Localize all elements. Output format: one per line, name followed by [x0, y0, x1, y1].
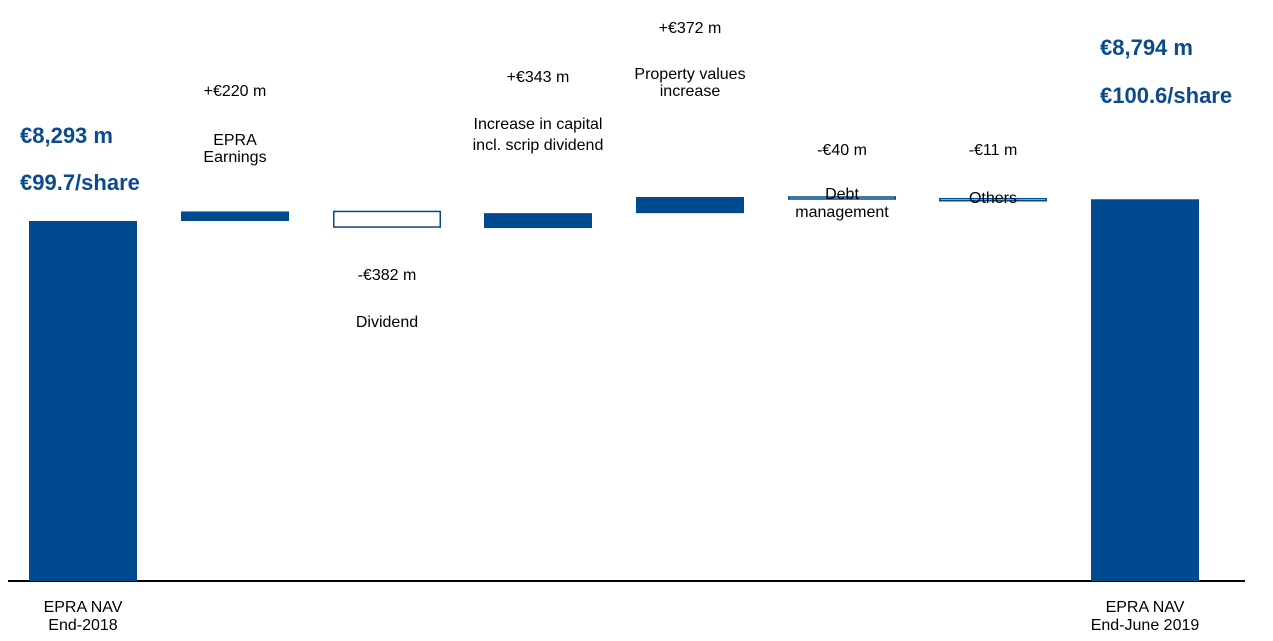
step-label-property-values: Property values	[634, 66, 745, 83]
step-label-others: Others	[969, 190, 1017, 207]
per-share-label-end: €100.6/share	[1100, 83, 1232, 108]
value-label-others: -€11 m	[969, 142, 1018, 159]
value-label-epra-earnings: +€220 m	[204, 83, 267, 100]
step-label-capital-increase-line2: incl. scrip dividend	[473, 137, 604, 154]
bar-debt-management	[788, 196, 896, 200]
category-label-start: EPRA NAV	[44, 599, 123, 616]
category-label-start-line2: End-2018	[48, 617, 117, 634]
value-label-capital-increase: +€343 m	[507, 69, 570, 86]
bar-property-values	[636, 196, 744, 214]
bar-dividend	[333, 210, 441, 228]
step-label-debt-management-line2: management	[795, 204, 889, 221]
bar-start	[29, 221, 137, 581]
step-label-dividend: Dividend	[356, 314, 418, 331]
total-value-label-end: €8,794 m	[1100, 35, 1193, 60]
bar-end	[1091, 199, 1199, 582]
step-label-epra-earnings: EPRA	[213, 132, 257, 149]
bar-capital-increase	[484, 213, 592, 229]
value-label-debt-management: -€40 m	[817, 142, 867, 159]
category-label-end-line2: End-June 2019	[1091, 617, 1200, 634]
bar-epra-earnings	[181, 211, 289, 221]
step-label-property-values-line2: increase	[660, 83, 721, 100]
step-label-capital-increase: Increase in capital	[474, 116, 603, 133]
value-label-property-values: +€372 m	[659, 20, 722, 37]
step-label-epra-earnings-line2: Earnings	[203, 149, 266, 166]
step-label-debt-management: Debt	[825, 186, 859, 203]
per-share-label-start: €99.7/share	[20, 170, 140, 195]
value-label-dividend: -€382 m	[358, 267, 417, 284]
category-label-end: EPRA NAV	[1106, 599, 1185, 616]
bar-others	[939, 197, 1047, 202]
total-value-label-start: €8,293 m	[20, 123, 113, 148]
